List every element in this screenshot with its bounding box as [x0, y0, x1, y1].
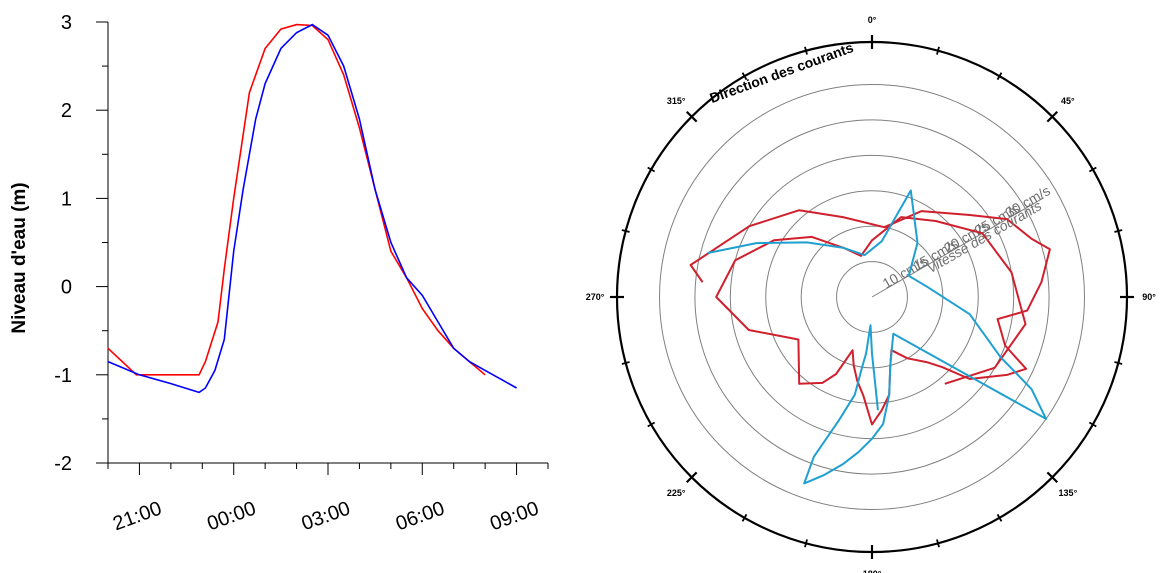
- polar-labels: 0°45°90°135°180°225°270°315°10 cm/s15 cm…: [586, 15, 1157, 573]
- polar-minor-tick: [741, 513, 748, 522]
- polar-minor-tick: [804, 46, 808, 55]
- polar-series-2-line: [707, 189, 1048, 485]
- y-tick-label: 1: [61, 188, 72, 210]
- polar-minor-tick: [936, 46, 940, 55]
- tide-series-lines: [107, 23, 517, 394]
- y-tick-label: -1: [54, 365, 72, 387]
- y-tick-label: -2: [54, 453, 72, 475]
- polar-minor-tick: [621, 361, 630, 365]
- polar-chart-title: Direction des courants: [707, 39, 855, 106]
- polar-minor-tick: [741, 72, 748, 81]
- polar-angle-label: 315°: [667, 96, 686, 106]
- polar-angle-label: 0°: [868, 15, 877, 25]
- tide-series-1-line: [107, 23, 486, 376]
- polar-major-tick: [685, 110, 698, 123]
- x-tick-label: 00:00: [204, 497, 259, 535]
- polar-minor-tick: [804, 539, 808, 548]
- tide-axes: -2 -1 0 1 2 3 21:00 00:00 03:00 06:00 09:00: [54, 12, 549, 535]
- polar-speed-ring: [765, 190, 979, 404]
- polar-speed-ring: [694, 119, 1050, 475]
- polar-angle-label: 45°: [1061, 96, 1075, 106]
- polar-series-lines: [689, 189, 1051, 485]
- current-direction-polar-chart: 0°45°90°135°180°225°270°315°10 cm/s15 cm…: [586, 15, 1157, 573]
- x-tick-label: 03:00: [299, 497, 354, 535]
- polar-minor-tick: [647, 166, 656, 173]
- polar-angle-label: 180°: [863, 569, 882, 573]
- polar-minor-tick: [1114, 229, 1123, 233]
- y-axis-label: Niveau d'eau (m): [9, 182, 30, 333]
- polar-minor-tick: [1114, 361, 1123, 365]
- polar-angle-ticks: [610, 35, 1134, 559]
- polar-angle-label: 135°: [1059, 488, 1078, 498]
- y-tick-label: 0: [61, 277, 72, 299]
- polar-minor-tick: [1088, 421, 1097, 428]
- polar-angle-label: 270°: [586, 292, 605, 302]
- polar-minor-tick: [996, 72, 1003, 81]
- polar-minor-tick: [936, 539, 940, 548]
- polar-series-1-line: [689, 209, 1051, 426]
- polar-minor-tick: [647, 421, 656, 428]
- x-tick-label: 06:00: [393, 497, 448, 535]
- x-tick-label: 09:00: [487, 497, 542, 535]
- polar-angle-label: 90°: [1142, 292, 1156, 302]
- polar-speed-ring: [836, 261, 908, 333]
- x-tick-label: 21:00: [110, 497, 165, 535]
- radial-axis-label: Vitesse des courants: [924, 197, 1044, 276]
- polar-major-tick: [1046, 471, 1059, 484]
- polar-angle-label: 225°: [667, 488, 686, 498]
- polar-speed-ring: [659, 84, 1085, 510]
- tide-level-chart: -2 -1 0 1 2 3 21:00 00:00 03:00 06:00 09:00 Niveau…: [9, 12, 549, 535]
- polar-minor-tick: [1088, 166, 1097, 173]
- tide-series-2-line: [107, 23, 517, 394]
- y-tick-label: 3: [61, 12, 72, 34]
- radial-axis-line: [871, 197, 1045, 298]
- polar-major-tick: [1046, 110, 1059, 123]
- polar-minor-tick: [621, 229, 630, 233]
- y-tick-label: 2: [61, 100, 72, 122]
- polar-major-tick: [685, 471, 698, 484]
- polar-minor-tick: [996, 513, 1003, 522]
